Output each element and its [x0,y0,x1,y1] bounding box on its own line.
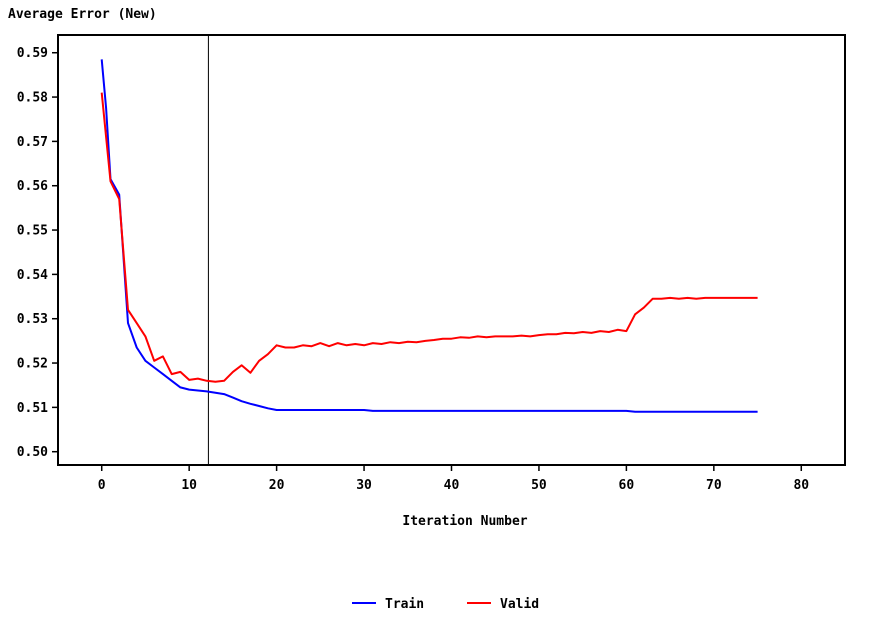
y-tick-label: 0.56 [17,179,48,194]
x-tick-label: 60 [619,478,635,493]
x-tick-label: 30 [356,478,372,493]
y-tick-label: 0.53 [17,312,48,327]
y-axis-title: Average Error (New) [8,7,157,22]
y-tick-label: 0.59 [17,46,48,61]
y-tick-label: 0.55 [17,224,48,239]
x-tick-label: 10 [181,478,197,493]
x-tick-label: 40 [444,478,460,493]
legend: Train Valid [352,597,539,612]
plot-frame [57,34,846,466]
x-tick-label: 0 [98,478,106,493]
x-tick-label: 80 [793,478,809,493]
x-tick-label: 70 [706,478,722,493]
y-tick-label: 0.50 [17,445,48,460]
series-line-train [100,59,758,413]
legend-label-valid: Valid [500,597,539,612]
legend-label-train: Train [385,597,424,612]
y-tick-label: 0.57 [17,135,48,150]
y-tick-label: 0.54 [17,268,48,283]
y-tick-label: 0.58 [17,91,48,106]
x-axis-title: Iteration Number [402,514,527,529]
y-tick-label: 0.52 [17,357,48,372]
series-line-valid [100,92,758,383]
x-tick-label: 20 [269,478,285,493]
y-tick-label: 0.51 [17,401,48,416]
x-tick-label: 50 [531,478,547,493]
